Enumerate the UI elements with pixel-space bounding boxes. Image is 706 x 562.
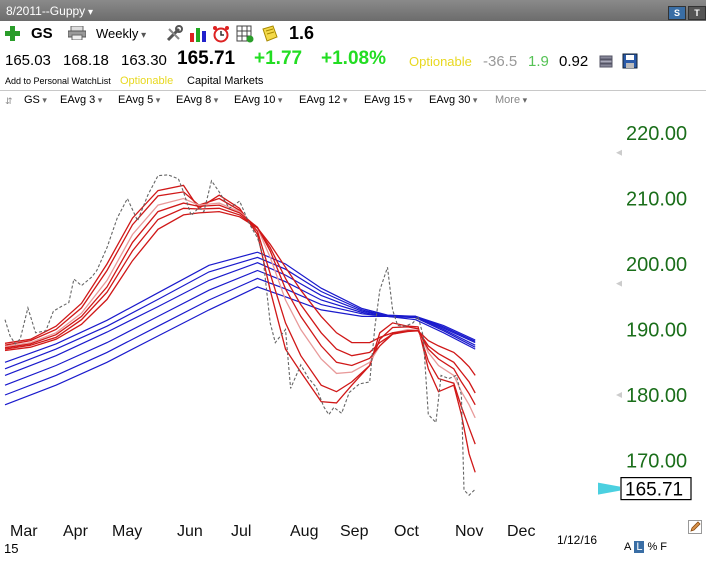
- red-ma-line-3: [4, 202, 476, 406]
- red-moving-averages: [4, 184, 476, 473]
- indicator-legend: ⇵ GS EAvg 3 EAvg 5 EAvg 8 EAvg 10 EAvg 1…: [0, 92, 706, 110]
- add-symbol-icon[interactable]: [5, 26, 20, 41]
- scale-a-button[interactable]: A: [624, 541, 632, 553]
- scale-l-button[interactable]: L: [634, 541, 645, 553]
- price-chart[interactable]: 220.00 210.00 200.00 190.00 180.00 170.00 Mar…: [0, 110, 706, 540]
- legend-item-gs[interactable]: GS: [24, 94, 47, 106]
- x-tick-label: Dec: [507, 523, 535, 540]
- high-price: 168.18: [63, 52, 109, 69]
- red-ma-line-0: [4, 184, 476, 473]
- x-tick-label: Apr: [63, 523, 89, 540]
- toolbar-value: 1.6: [289, 23, 315, 43]
- low-price: 163.30: [121, 52, 167, 69]
- quote-value-3: 0.92: [559, 53, 589, 70]
- x-tick-label: Aug: [290, 523, 318, 540]
- s-icon[interactable]: S: [668, 6, 686, 20]
- quote-value-2: 1.9: [528, 53, 549, 70]
- y-tick-label: 210.00: [626, 189, 687, 211]
- last-price: 165.71: [177, 48, 236, 69]
- price-line: [4, 174, 476, 496]
- window-titlebar: 8/2011--Guppy S T: [0, 0, 706, 21]
- window-title[interactable]: 8/2011--Guppy: [6, 4, 93, 18]
- blue-ma-line-2: [4, 269, 476, 386]
- y-tick-label: 220.00: [626, 123, 687, 145]
- pencil-icon[interactable]: [688, 520, 702, 534]
- sector-label[interactable]: Capital Markets: [187, 75, 264, 87]
- blue-ma-line-5: [4, 251, 476, 363]
- price-change: +1.77: [254, 48, 303, 69]
- x-tick-label: Sep: [340, 523, 369, 540]
- add-watchlist-link[interactable]: Add to Personal WatchList: [5, 76, 111, 86]
- legend-item-eavg15[interactable]: EAvg 15: [364, 94, 412, 106]
- x-tick-label: May: [112, 523, 142, 540]
- y-tick-label: 180.00: [626, 385, 687, 407]
- scale-options: A L% F: [624, 541, 670, 553]
- open-price: 165.03: [5, 52, 51, 69]
- optionable-label: Optionable: [120, 75, 174, 87]
- y-axis-labels: 220.00 210.00 200.00 190.00 180.00 170.00: [626, 123, 687, 473]
- alarm-clock-icon[interactable]: [212, 25, 230, 43]
- symbol-toolbar: GS Weekly 1.6: [0, 22, 706, 48]
- legend-more[interactable]: More: [495, 94, 527, 106]
- axis-marker: [616, 149, 622, 156]
- red-ma-line-1: [4, 191, 476, 445]
- price-change-pct: +1.08%: [321, 48, 386, 69]
- axis-marker: [616, 280, 622, 287]
- printer-icon[interactable]: [68, 26, 86, 40]
- grid-table-icon[interactable]: [236, 25, 254, 43]
- axis-marker: [616, 392, 622, 398]
- quote-row: 165.03 168.18 163.30 165.71 +1.77 +1.08%…: [0, 48, 706, 74]
- red-ma-line-5: [4, 210, 476, 376]
- x-tick-label: Jul: [231, 523, 251, 540]
- price-line-group: [4, 174, 476, 496]
- x-tick-label: Nov: [455, 523, 483, 540]
- quote-value-1: -36.5: [483, 53, 518, 70]
- current-date: 1/12/16: [557, 533, 598, 547]
- x-tick-label: Oct: [394, 523, 419, 540]
- info-row: Add to Personal WatchList Optionable Cap…: [0, 74, 706, 90]
- symbol-label[interactable]: GS: [31, 25, 53, 42]
- period-dropdown[interactable]: Weekly: [96, 26, 146, 41]
- red-ma-line-4: [4, 207, 476, 394]
- y-tick-label: 190.00: [626, 320, 687, 342]
- t-icon[interactable]: T: [688, 6, 706, 20]
- last-price-tag: 165.71: [598, 477, 692, 501]
- optionable-flag: Optionable: [409, 54, 472, 69]
- price-tag-value: 165.71: [625, 480, 683, 501]
- y-tick-label: 170.00: [626, 451, 687, 473]
- x-tick-label: Mar: [10, 523, 38, 540]
- legend-item-eavg12[interactable]: EAvg 12: [299, 94, 347, 106]
- x-axis-labels: Mar Apr May Jun Jul Aug Sep Oct Nov Dec: [10, 523, 535, 540]
- corner-label: 15: [4, 541, 19, 556]
- price-pointer: [598, 482, 620, 495]
- legend-item-eavg30[interactable]: EAvg 30: [429, 94, 477, 106]
- blue-ma-line-0: [4, 286, 476, 406]
- chart-gridlines: [616, 149, 622, 398]
- red-ma-line-2: [4, 197, 476, 419]
- legend-item-eavg5[interactable]: EAvg 5: [118, 94, 160, 106]
- price-tag-box: [620, 477, 692, 501]
- legend-item-eavg3[interactable]: EAvg 3: [60, 94, 102, 106]
- toolbar-divider: [0, 90, 706, 91]
- legend-item-eavg10[interactable]: EAvg 10: [234, 94, 282, 106]
- scale-pct-button[interactable]: %: [647, 541, 658, 553]
- blue-ma-line-1: [4, 277, 476, 396]
- y-tick-label: 200.00: [626, 254, 687, 276]
- stack-icon[interactable]: [598, 53, 614, 69]
- legend-item-eavg8[interactable]: EAvg 8: [176, 94, 218, 106]
- tools-icon[interactable]: [165, 25, 183, 43]
- note-icon[interactable]: [261, 25, 279, 43]
- scale-f-button[interactable]: F: [660, 541, 667, 553]
- legend-arrows-icon[interactable]: ⇵: [5, 96, 13, 106]
- blue-ma-line-3: [4, 262, 476, 376]
- save-icon[interactable]: [622, 53, 638, 69]
- indicators-icon[interactable]: [189, 25, 207, 43]
- x-tick-label: Jun: [177, 523, 203, 540]
